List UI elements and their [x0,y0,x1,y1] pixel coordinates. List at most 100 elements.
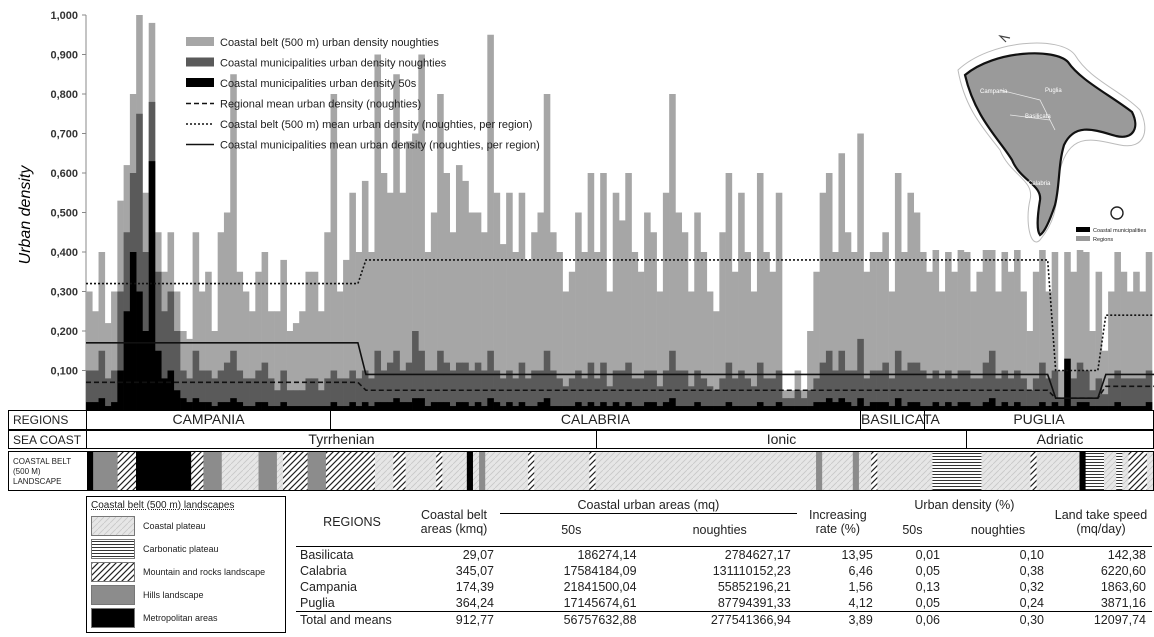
landscape-segment [858,452,866,490]
bar-municipalities-50s [756,402,764,410]
landscape-segment [417,452,425,490]
bar-municipalities-noughties [1089,390,1096,410]
bar-municipalities-noughties [512,378,519,410]
bar-municipalities-noughties [230,350,237,410]
legend-label: Hills landscape [143,589,204,600]
bar-municipalities-50s [374,402,382,410]
bar-municipalities-50s [1083,402,1090,410]
landscape-segment [466,452,474,490]
bar-municipalities-noughties [1070,378,1078,410]
bar-municipalities-noughties [468,370,476,410]
landscape-segment [515,452,523,490]
bar-belt-noughties [1139,291,1147,410]
landscape-segment [142,452,149,490]
bar-municipalities-noughties [869,370,877,410]
landscape-segment [344,452,351,490]
landscape-segment [926,452,933,490]
bar-municipalities-noughties [1139,378,1147,410]
landscape-segment [1091,452,1099,490]
landscape-segment [711,452,719,490]
landscape-segment [264,452,272,490]
bar-municipalities-noughties [299,390,306,410]
bar-municipalities-50s [919,406,927,410]
bar-belt-noughties [487,34,494,410]
bar-municipalities-noughties [782,398,789,410]
landscape-segment [1054,452,1062,490]
bar-municipalities-50s [123,311,131,410]
bar-belt-noughties [631,252,639,410]
landscape-segment [1061,452,1068,490]
y-tick-label: 1,000 [50,10,78,22]
legend-label: Coastal plateau [143,520,206,531]
bar-municipalities-noughties [499,378,507,410]
bar-belt-noughties [230,74,237,410]
landscape-segment [693,452,701,490]
bar-municipalities-noughties [292,390,300,410]
bar-municipalities-noughties [882,362,889,410]
legend-item-mountain: Mountain and rocks landscape [87,560,285,583]
line-regional-mean [86,381,1154,399]
bar-municipalities-50s [888,406,896,410]
landscape-segment [975,452,982,490]
landscape-segment [644,452,652,490]
landscape-segment [1134,452,1142,490]
landscape-segment [234,452,241,490]
landscape-segment [436,452,443,490]
bar-municipalities-noughties [769,378,777,410]
bar-municipalities-50s [606,406,614,410]
bar-belt-noughties [587,173,595,410]
bar-municipalities-50s [167,370,175,410]
inset-map: Campania Puglia Basilicata Calabria Coastal … [930,22,1152,250]
bar-municipalities-noughties [888,378,896,410]
bar-municipalities-noughties [838,350,846,410]
bar-belt-noughties [111,291,118,410]
bar-municipalities-50s [437,402,444,410]
landscape-segment [252,452,259,490]
bar-belt-noughties [769,271,777,410]
landscape-segment [577,452,584,490]
bar-belt-noughties [430,212,438,410]
bar-belt-noughties [995,291,1002,410]
landscape-segment [632,452,639,490]
bar-municipalities-50s [1057,406,1065,410]
landscape-segment [558,452,566,490]
bar-belt-noughties [1064,252,1071,410]
bar-municipalities-50s [913,402,921,410]
bar-belt-noughties [819,192,827,410]
bar-municipalities-50s [1007,406,1015,410]
map-legend-swatch [1076,236,1090,241]
bar-belt-noughties [838,153,846,410]
bar-municipalities-50s [424,406,432,410]
bar-belt-noughties [380,173,388,410]
bar-municipalities-50s [725,402,733,410]
bar-belt-noughties [681,232,689,410]
bar-municipalities-noughties [1051,370,1059,410]
bar-belt-noughties [750,291,758,410]
bar-municipalities-50s [211,406,218,410]
bar-belt-noughties [537,212,545,410]
landscape-segment [1103,452,1111,490]
bar-belt-noughties [1108,291,1115,410]
bar-belt-noughties [894,173,902,410]
bar-municipalities-50s [581,406,588,410]
bar-municipalities-noughties [343,378,350,410]
landscape-segment [203,452,210,490]
landscape-segment [1140,452,1148,490]
bar-municipalities-50s [662,402,670,410]
bar-municipalities-noughties [550,370,557,410]
map-label: Puglia [1045,88,1062,94]
bar-municipalities-noughties [731,378,739,410]
bar-municipalities-noughties [763,378,770,410]
landscape-segment [895,452,903,490]
bar-municipalities-50s [744,406,751,410]
bar-municipalities-50s [807,406,814,410]
y-tick-label: 0,400 [50,247,78,259]
landscape-segment [803,452,811,490]
bar-municipalities-noughties [913,362,921,410]
landscape-segment [1079,452,1087,490]
bar-municipalities-50s [982,402,990,410]
bar-municipalities-noughties [336,378,344,410]
bar-belt-noughties [223,212,231,410]
landscape-segment [564,452,572,490]
bar-belt-noughties [725,173,733,410]
